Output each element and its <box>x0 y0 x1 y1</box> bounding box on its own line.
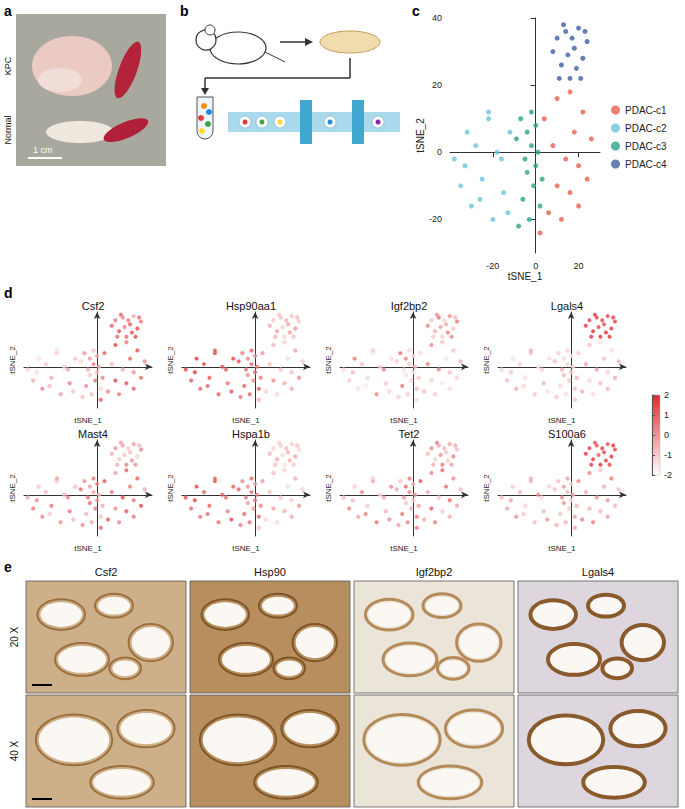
svg-text:tSNE_2: tSNE_2 <box>482 346 491 374</box>
svg-text:tSNE_2: tSNE_2 <box>8 346 17 374</box>
svg-text:tSNE_2: tSNE_2 <box>324 346 333 374</box>
svg-text:tSNE_1: tSNE_1 <box>74 416 102 425</box>
svg-text:-20: -20 <box>429 214 442 224</box>
svg-text:0: 0 <box>437 147 442 157</box>
svg-text:tSNE_1: tSNE_1 <box>548 544 576 553</box>
svg-text:20 X: 20 X <box>9 626 20 647</box>
svg-text:0: 0 <box>664 430 669 440</box>
svg-text:Mast4: Mast4 <box>78 428 108 440</box>
svg-text:20: 20 <box>574 261 584 271</box>
svg-text:tSNE_1: tSNE_1 <box>390 416 418 425</box>
svg-text:KPC: KPC <box>3 56 13 75</box>
svg-text:PDAC-c2: PDAC-c2 <box>625 123 667 134</box>
svg-text:tSNE_2: tSNE_2 <box>166 346 175 374</box>
svg-text:c: c <box>412 3 420 19</box>
svg-text:Hsp90: Hsp90 <box>254 566 286 578</box>
svg-text:tSNE_1: tSNE_1 <box>508 271 543 282</box>
svg-text:PDAC-c1: PDAC-c1 <box>625 105 667 116</box>
svg-text:b: b <box>180 3 189 19</box>
svg-text:40: 40 <box>432 13 442 23</box>
svg-text:tSNE_1: tSNE_1 <box>232 416 260 425</box>
svg-text:Hsp90aa1: Hsp90aa1 <box>226 300 276 312</box>
svg-text:-1: -1 <box>664 450 672 460</box>
svg-text:Csf2: Csf2 <box>82 300 105 312</box>
svg-text:Lgals4: Lgals4 <box>551 300 583 312</box>
svg-text:Csf2: Csf2 <box>95 566 118 578</box>
svg-text:1 cm: 1 cm <box>33 145 53 155</box>
svg-text:Igf2bp2: Igf2bp2 <box>416 566 453 578</box>
svg-text:Lgals4: Lgals4 <box>582 566 614 578</box>
svg-text:1: 1 <box>664 410 669 420</box>
svg-text:20: 20 <box>432 80 442 90</box>
svg-text:Igf2bp2: Igf2bp2 <box>391 300 428 312</box>
svg-text:2: 2 <box>664 390 669 400</box>
svg-text:tSNE_2: tSNE_2 <box>482 474 491 502</box>
svg-text:Hspa1b: Hspa1b <box>232 428 270 440</box>
svg-text:PDAC-c4: PDAC-c4 <box>625 159 667 170</box>
svg-text:e: e <box>4 559 12 575</box>
svg-text:tSNE_1: tSNE_1 <box>232 544 260 553</box>
svg-text:tSNE_2: tSNE_2 <box>166 474 175 502</box>
svg-text:tSNE_1: tSNE_1 <box>390 544 418 553</box>
svg-text:Normal: Normal <box>3 115 13 144</box>
svg-text:-2: -2 <box>664 470 672 480</box>
svg-text:-20: -20 <box>486 261 499 271</box>
svg-text:d: d <box>4 285 13 301</box>
svg-text:S100a6: S100a6 <box>548 428 586 440</box>
svg-text:PDAC-c3: PDAC-c3 <box>625 141 667 152</box>
svg-text:Tet2: Tet2 <box>399 428 420 440</box>
svg-text:0: 0 <box>533 261 538 271</box>
svg-text:tSNE_2: tSNE_2 <box>415 118 426 153</box>
svg-text:tSNE_2: tSNE_2 <box>324 474 333 502</box>
svg-text:40 X: 40 X <box>9 740 20 761</box>
svg-text:tSNE_1: tSNE_1 <box>74 544 102 553</box>
svg-text:a: a <box>4 3 12 19</box>
svg-text:tSNE_1: tSNE_1 <box>548 416 576 425</box>
svg-text:tSNE_2: tSNE_2 <box>8 474 17 502</box>
